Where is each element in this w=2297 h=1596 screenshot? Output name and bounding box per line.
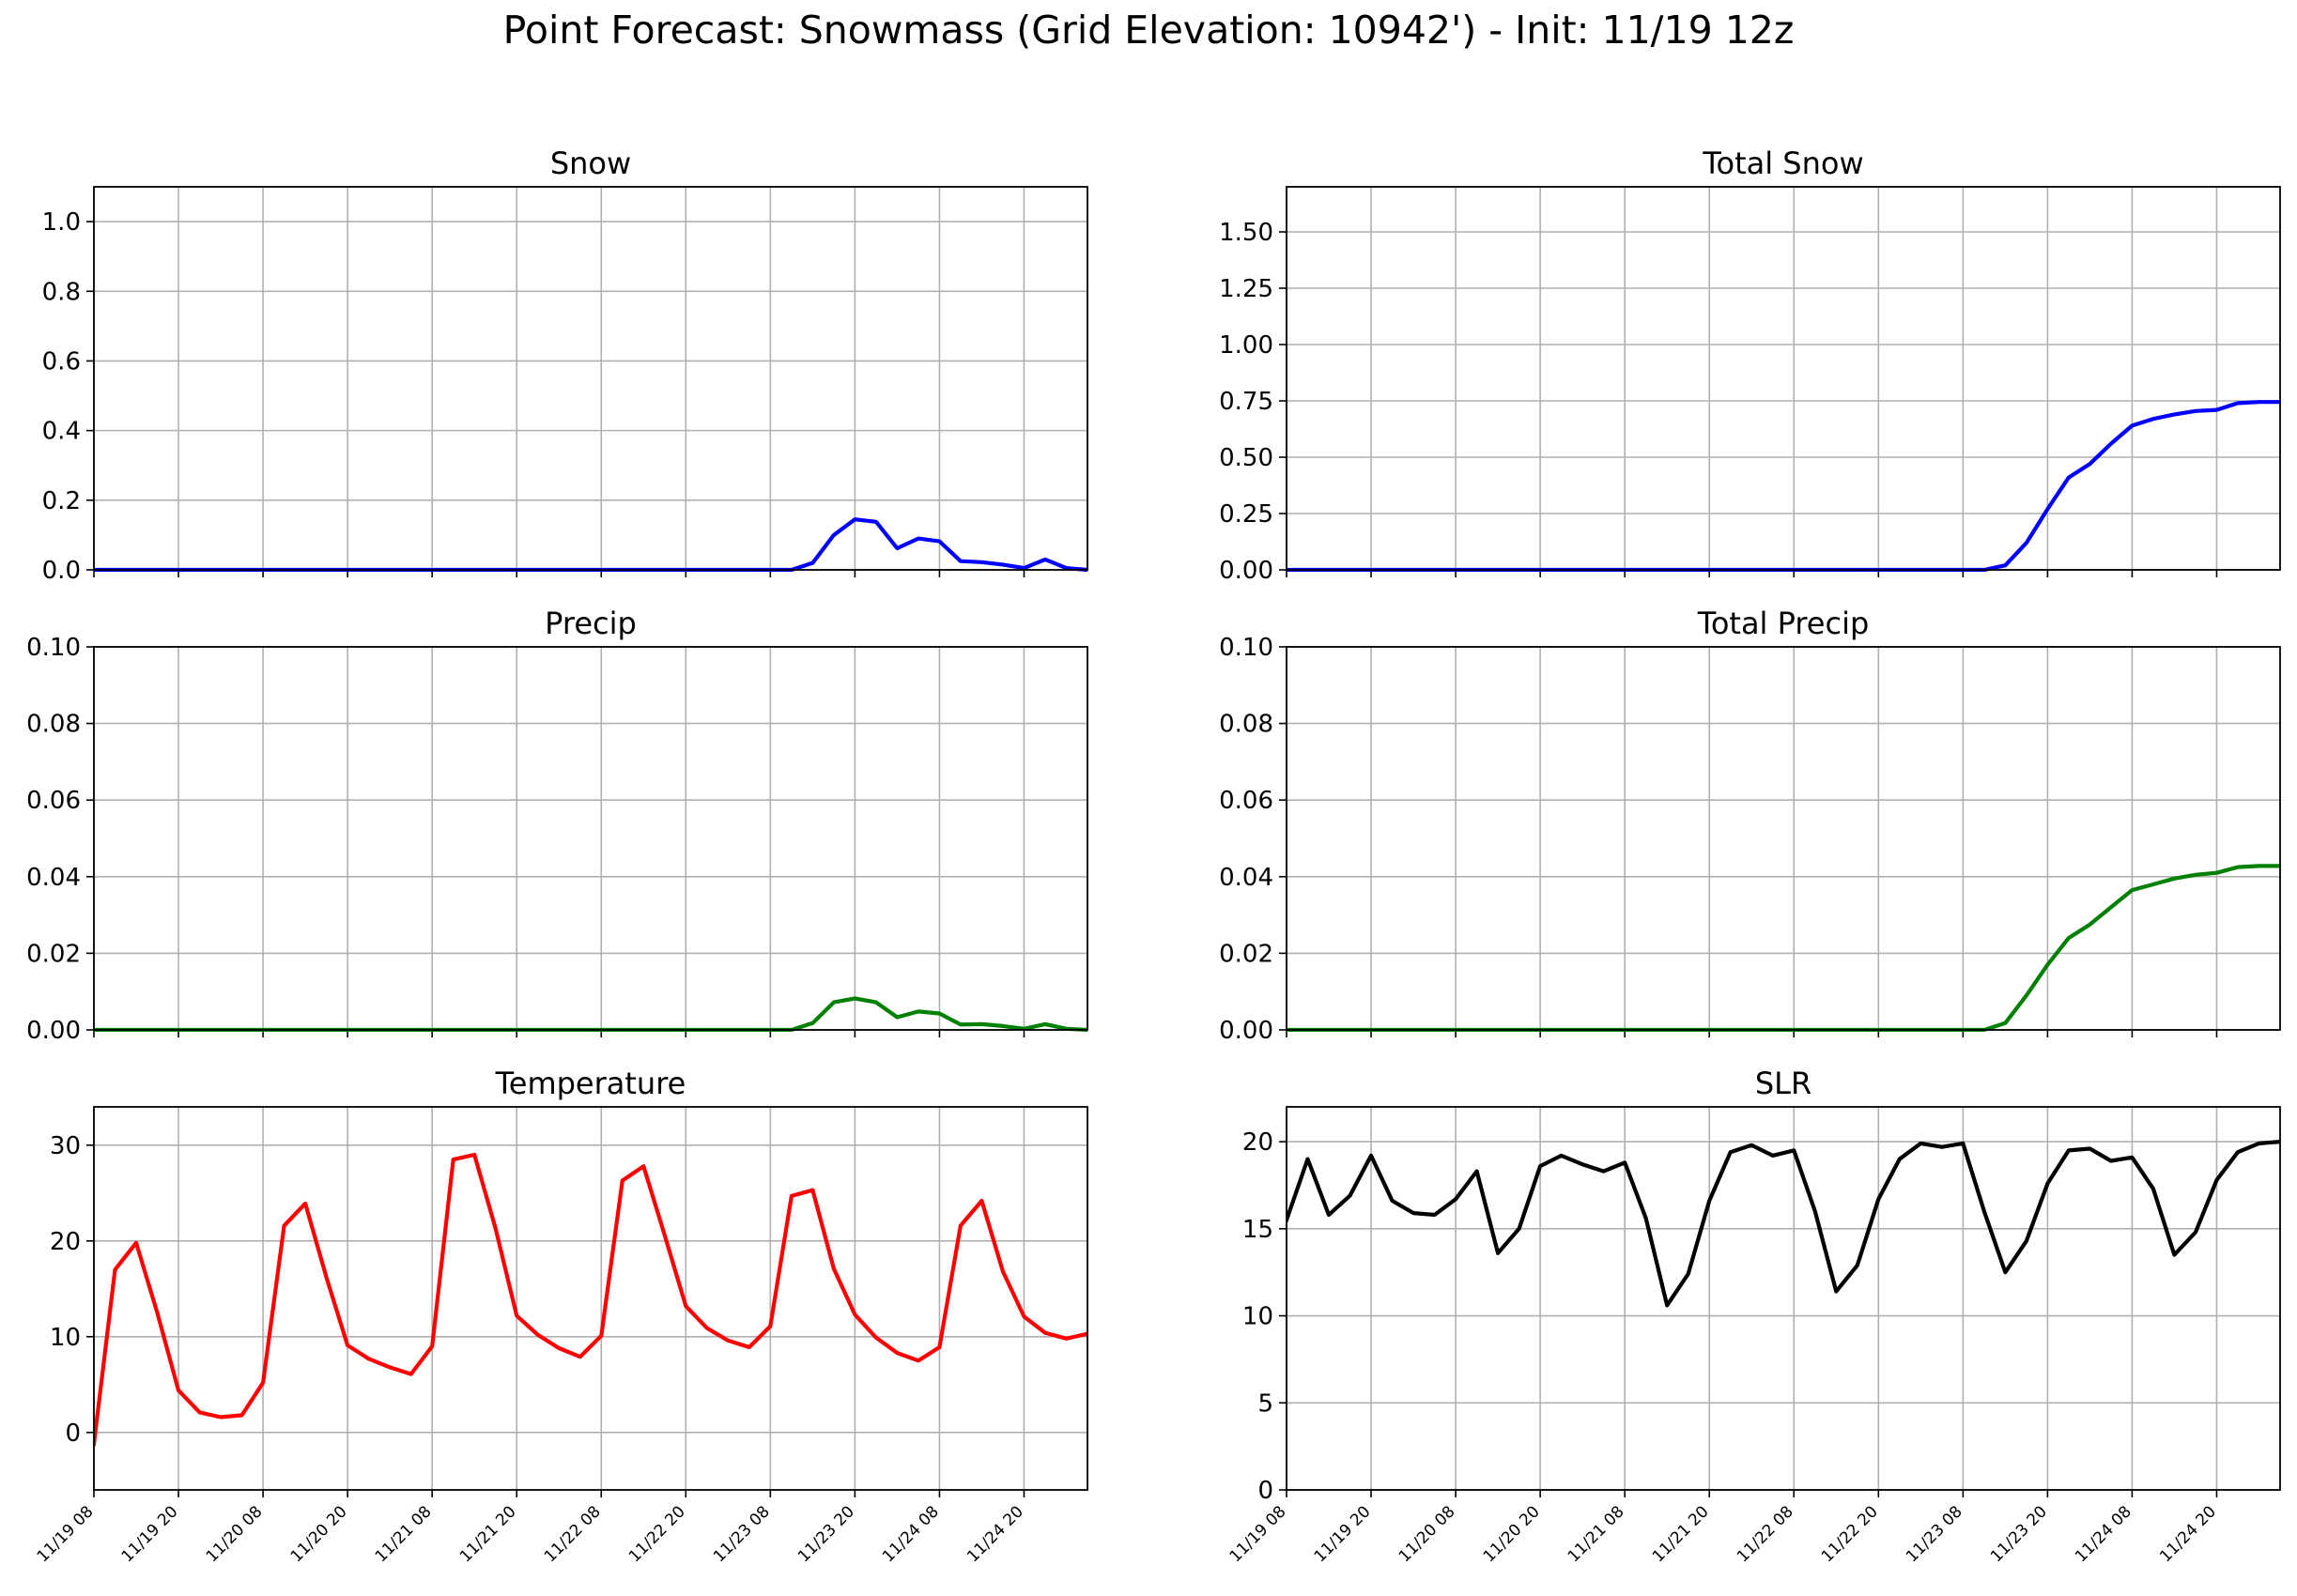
subplot-title: Total Precip [1697, 606, 1870, 641]
series-line [94, 996, 1087, 1032]
y-tick-label: 1.25 [1219, 275, 1273, 303]
x-tick-label: 11/22 20 [1818, 1502, 1882, 1566]
y-tick-label: 0.04 [1219, 864, 1273, 892]
x-tick-label: 11/21 20 [1649, 1502, 1713, 1566]
series-line [1287, 1139, 2280, 1308]
x-tick-label: 11/20 20 [287, 1502, 351, 1566]
x-tick-label: 11/19 20 [118, 1502, 182, 1566]
axes-frame [1286, 186, 2281, 571]
y-tick-label: 0.0 [42, 557, 81, 585]
y-tick-label: 20 [1242, 1128, 1273, 1157]
y-tick-label: 0.50 [1219, 444, 1273, 472]
subplot-2: Precip 0.00 0.02 0.04 0.06 0.08 0.10 [26, 606, 1088, 1045]
y-tick-label: 0.02 [1219, 940, 1273, 968]
series-line [1287, 864, 2280, 1032]
subplot-5: SLR 11/19 08 11/19 20 11/20 08 11/20 20 11/21… [1226, 1066, 2281, 1566]
x-tick-label: 11/20 08 [203, 1502, 267, 1566]
axes-frame [1286, 1106, 2281, 1491]
y-tick-label: 0.06 [26, 787, 81, 815]
series-line [1287, 400, 2280, 572]
subplot-title: Precip [545, 606, 637, 641]
y-tick-label: 20 [50, 1228, 81, 1256]
y-tick-label: 0.08 [26, 711, 81, 739]
subplot-0: Snow 0.0 0.2 0.4 0.6 0.8 1.0 [42, 146, 1088, 585]
x-tick-label: 11/19 08 [1226, 1502, 1290, 1566]
y-tick-label: 0.00 [1219, 1017, 1273, 1045]
y-tick-label: 1.0 [42, 208, 81, 237]
x-tick-label: 11/24 20 [2156, 1502, 2220, 1566]
x-tick-label: 11/22 08 [1734, 1502, 1797, 1566]
x-tick-label: 11/24 08 [879, 1502, 943, 1566]
subplot-4: Temperature 11/19 08 11/19 20 11/20 08 11/20… [34, 1066, 1088, 1566]
x-tick-label: 11/23 08 [710, 1502, 774, 1566]
series-line [94, 517, 1087, 572]
axes-frame [93, 1106, 1088, 1491]
axes-frame [93, 646, 1088, 1031]
y-tick-label: 0.4 [42, 418, 81, 446]
y-tick-label: 30 [50, 1132, 81, 1160]
y-tick-label: 0.04 [26, 864, 81, 892]
y-tick-label: 0.8 [42, 278, 81, 306]
y-tick-label: 10 [50, 1324, 81, 1352]
y-tick-label: 0.02 [26, 940, 81, 968]
y-tick-label: 0.6 [42, 347, 81, 376]
x-tick-label: 11/22 20 [625, 1502, 689, 1566]
x-tick-label: 11/24 20 [964, 1502, 1027, 1566]
y-tick-label: 0.08 [1219, 711, 1273, 739]
y-tick-label: 10 [1242, 1303, 1273, 1331]
y-tick-label: 15 [1242, 1216, 1273, 1244]
y-tick-label: 1.50 [1219, 219, 1273, 247]
y-tick-label: 0.06 [1219, 787, 1273, 815]
x-tick-label: 11/21 20 [456, 1502, 520, 1566]
y-tick-label: 0.75 [1219, 388, 1273, 416]
x-tick-label: 11/19 20 [1311, 1502, 1375, 1566]
x-tick-label: 11/24 08 [2072, 1502, 2135, 1566]
subplot-title: Temperature [495, 1066, 686, 1101]
axes-frame [1286, 646, 2281, 1031]
x-tick-label: 11/23 08 [1903, 1502, 1966, 1566]
axes-frame [93, 186, 1088, 571]
y-tick-label: 0.10 [1219, 634, 1273, 662]
y-tick-label: 0.25 [1219, 500, 1273, 529]
x-tick-label: 11/19 08 [34, 1502, 98, 1566]
y-tick-label: 0.00 [26, 1017, 81, 1045]
series-line [94, 1152, 1087, 1447]
x-tick-label: 11/21 08 [372, 1502, 436, 1566]
subplot-title: Total Snow [1702, 146, 1863, 181]
x-tick-label: 11/20 08 [1395, 1502, 1459, 1566]
x-tick-label: 11/23 20 [794, 1502, 858, 1566]
subplot-3: Total Precip 0.00 0.02 0.04 0.06 0.08 0.10 [1219, 606, 2281, 1045]
figure-title: Point Forecast: Snowmass (Grid Elevation… [502, 8, 1795, 53]
subplot-title: SLR [1755, 1066, 1811, 1101]
x-tick-label: 11/22 08 [541, 1502, 605, 1566]
y-tick-label: 0 [65, 1420, 81, 1448]
y-tick-label: 5 [1257, 1389, 1273, 1418]
subplot-title: Snow [550, 146, 631, 181]
y-tick-label: 0 [1257, 1477, 1273, 1505]
y-tick-label: 0.00 [1219, 557, 1273, 585]
y-tick-label: 0.2 [42, 487, 81, 515]
x-tick-label: 11/23 20 [1987, 1502, 2051, 1566]
subplot-1: Total Snow 0.00 0.25 0.50 0.75 1.00 1.25 1.50 [1219, 146, 2281, 585]
x-tick-label: 11/21 08 [1565, 1502, 1628, 1566]
y-tick-label: 1.00 [1219, 331, 1273, 360]
x-tick-label: 11/20 20 [1480, 1502, 1544, 1566]
y-tick-label: 0.10 [26, 634, 81, 662]
